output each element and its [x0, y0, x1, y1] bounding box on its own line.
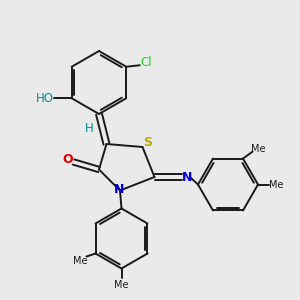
Text: HO: HO: [36, 92, 54, 105]
Text: H: H: [85, 122, 94, 136]
Text: N: N: [182, 171, 192, 184]
Text: O: O: [63, 153, 74, 166]
Text: Me: Me: [269, 179, 283, 190]
Text: Me: Me: [251, 144, 266, 154]
Text: Me: Me: [73, 256, 87, 266]
Text: N: N: [114, 183, 124, 196]
Text: Cl: Cl: [141, 56, 152, 69]
Text: Me: Me: [114, 280, 129, 290]
Text: S: S: [143, 136, 152, 149]
